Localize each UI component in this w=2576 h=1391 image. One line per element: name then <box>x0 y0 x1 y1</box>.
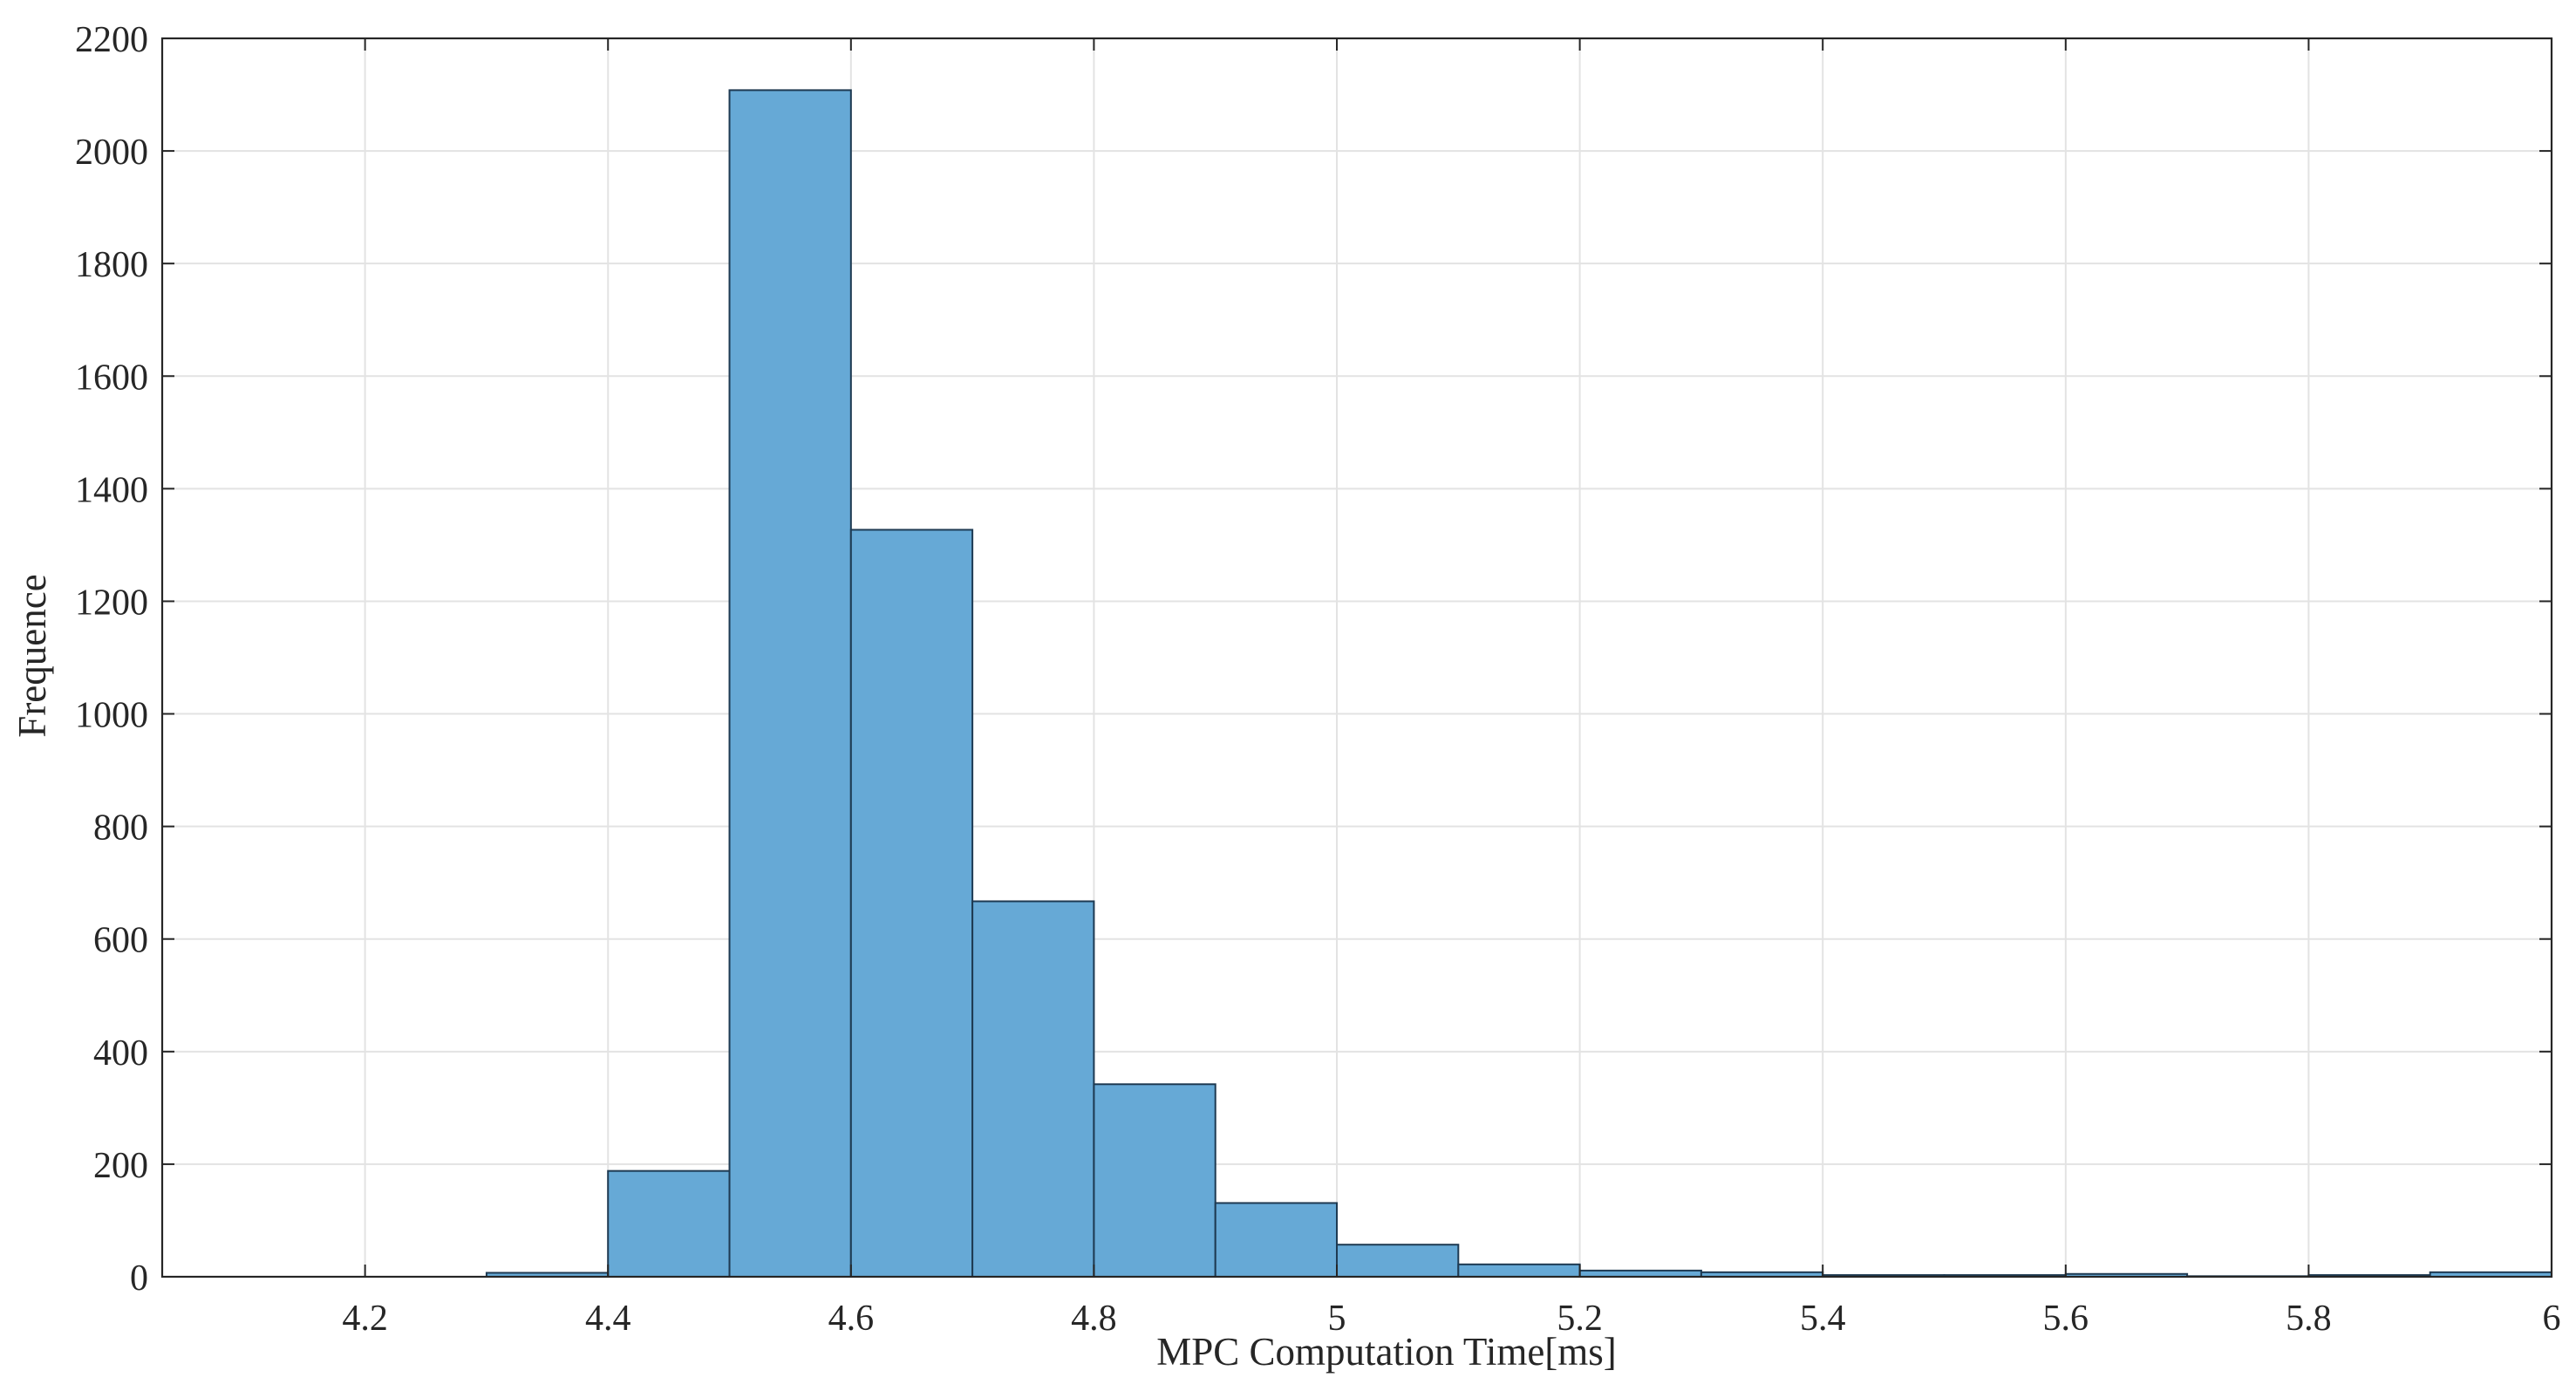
y-axis-label: Frequence <box>10 574 54 737</box>
x-tick-label: 6 <box>2543 1299 2561 1339</box>
histogram-bar <box>1457 1263 1581 1278</box>
x-tick-label: 4.8 <box>1071 1299 1117 1339</box>
x-tick-label: 4.4 <box>585 1299 631 1339</box>
histogram-bar <box>1093 1083 1216 1278</box>
y-tick-label: 800 <box>93 808 148 849</box>
x-tick-label: 5.6 <box>2043 1299 2089 1339</box>
histogram-bar <box>607 1169 731 1278</box>
y-tick-label: 2200 <box>75 20 148 60</box>
x-tick-label: 5.2 <box>1557 1299 1603 1339</box>
y-tick-label: 1800 <box>75 245 148 285</box>
y-tick-label: 1600 <box>75 358 148 398</box>
y-tick-label: 0 <box>130 1258 148 1299</box>
y-axis-ticks: 0 200 400 600 800 1000 1200 1400 1600 1800 2000 220… <box>75 20 2552 1299</box>
plot-frame <box>160 37 2553 1278</box>
x-tick-label: 5.8 <box>2286 1299 2332 1339</box>
x-tick-label: 4.2 <box>342 1299 388 1339</box>
y-tick-label: 1200 <box>75 583 148 623</box>
x-tick-label: 5.4 <box>1800 1299 1846 1339</box>
y-tick-label: 200 <box>93 1146 148 1186</box>
y-tick-label: 400 <box>93 1033 148 1074</box>
histogram-bar <box>1336 1244 1460 1278</box>
histogram-bar <box>849 528 974 1278</box>
grid-lines <box>162 38 2552 1278</box>
y-tick-label: 1400 <box>75 470 148 510</box>
x-axis-label: MPC Computation Time[ms] <box>1156 1330 1617 1374</box>
x-axis-ticks: 4.2 4.4 4.6 4.8 5 5.2 5.4 5.6 5.8 6 <box>342 38 2561 1339</box>
axes <box>160 37 2553 1278</box>
y-tick-label: 2000 <box>75 133 148 173</box>
y-tick-label: 600 <box>93 921 148 961</box>
histogram-bar <box>1214 1202 1339 1278</box>
histogram-bar <box>728 89 852 1278</box>
histogram-bars <box>485 89 2553 1278</box>
y-tick-label: 1000 <box>75 696 148 736</box>
histogram-bar <box>971 900 1095 1278</box>
x-tick-label: 5 <box>1328 1299 1346 1339</box>
x-tick-label: 4.6 <box>828 1299 875 1339</box>
